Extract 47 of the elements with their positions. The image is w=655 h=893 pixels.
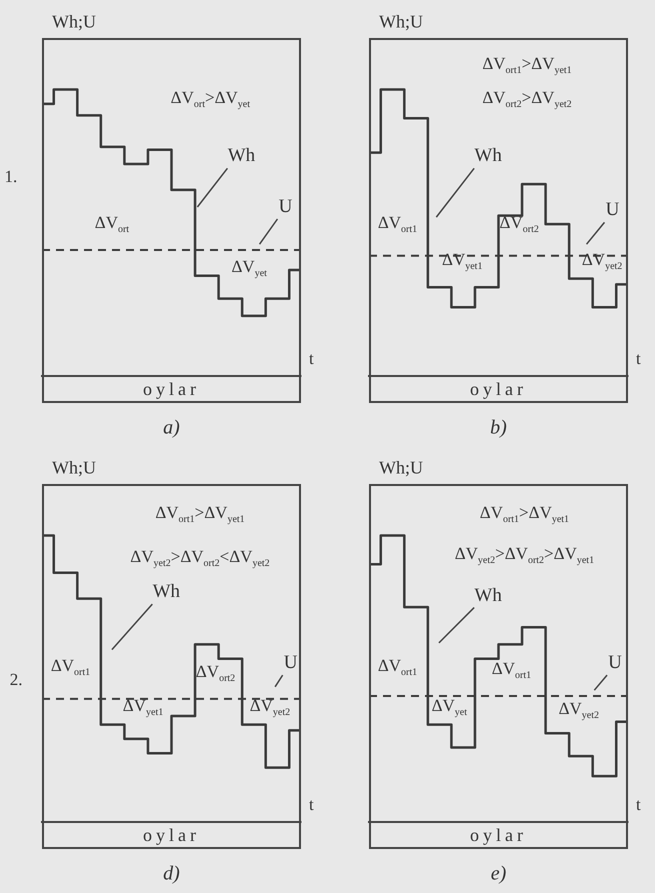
annotation: ΔV$_{ort1}$ bbox=[378, 212, 418, 236]
text: 1. bbox=[4, 166, 18, 187]
text: Wh bbox=[152, 581, 180, 604]
annotation: ΔV$_{ort1}$ bbox=[378, 655, 418, 678]
x-axis-title: oylar bbox=[42, 823, 301, 849]
ref-line-label: U bbox=[278, 196, 292, 218]
text: b) bbox=[490, 416, 507, 440]
annotation: ΔV$_{ort2}$ bbox=[196, 662, 236, 684]
text: Wh bbox=[228, 145, 256, 168]
annotation: ΔV$_{yet2}$ bbox=[582, 250, 622, 272]
annotation: ΔV$_{yet2}$ bbox=[250, 696, 290, 718]
ref-line-label: U bbox=[606, 199, 620, 222]
annotation: ΔV$_{ort2}$>ΔV$_{yet2}$ bbox=[482, 88, 572, 110]
annotation: ΔV$_{ort1}$ bbox=[50, 655, 90, 678]
y-axis-title: Wh;U bbox=[379, 458, 423, 478]
annotation: ΔV$_{yet}$ bbox=[231, 256, 267, 280]
text: t bbox=[636, 795, 641, 816]
annotation: ΔV$_{ort}$>ΔV$_{yet}$ bbox=[170, 88, 250, 110]
ref-line-label: U bbox=[608, 652, 622, 674]
series-label: Wh bbox=[474, 584, 502, 607]
y-axis-title: Wh;U bbox=[379, 12, 423, 32]
text: ΔV$_{ort1}$>ΔV$_{yet1}$ bbox=[480, 503, 570, 526]
y-axis-title: Wh;U bbox=[52, 12, 96, 32]
x-axis-title: oylar bbox=[42, 377, 301, 403]
annotation: ΔV$_{yet}$ bbox=[432, 696, 467, 718]
text: t bbox=[308, 795, 314, 816]
text: ΔV$_{ort1}$>ΔV$_{yet1}$ bbox=[482, 54, 572, 76]
series-label: Wh bbox=[474, 145, 502, 168]
y-axis-title: Wh;U bbox=[52, 458, 96, 478]
annotation: ΔV$_{ort1}$ bbox=[492, 658, 532, 682]
x-axis-title: oylar bbox=[369, 377, 628, 403]
text: d) bbox=[163, 862, 180, 886]
annotation: ΔV$_{ort}$ bbox=[94, 212, 130, 236]
annotation: ΔV$_{ort2}$ bbox=[500, 212, 539, 236]
text: 2. bbox=[10, 670, 22, 690]
annotation: ΔV$_{yet1}$ bbox=[122, 696, 164, 718]
x-axis-title: oylar bbox=[369, 823, 628, 849]
ref-line-label: U bbox=[284, 652, 298, 674]
text: ΔV$_{ort1}$>ΔV$_{yet1}$ bbox=[155, 503, 245, 526]
text: a) bbox=[163, 416, 180, 440]
text: t bbox=[636, 349, 641, 370]
text: e) bbox=[490, 862, 506, 886]
text: t bbox=[308, 349, 314, 370]
annotation: ΔV$_{yet2}$>ΔV$_{ort2}$>ΔV$_{yet1}$ bbox=[454, 544, 594, 566]
annotation: ΔV$_{yet2}$>ΔV$_{ort2}$<ΔV$_{yet2}$ bbox=[130, 547, 270, 570]
annotation: ΔV$_{yet1}$ bbox=[442, 250, 482, 272]
annotation: ΔV$_{yet2}$ bbox=[558, 699, 599, 722]
